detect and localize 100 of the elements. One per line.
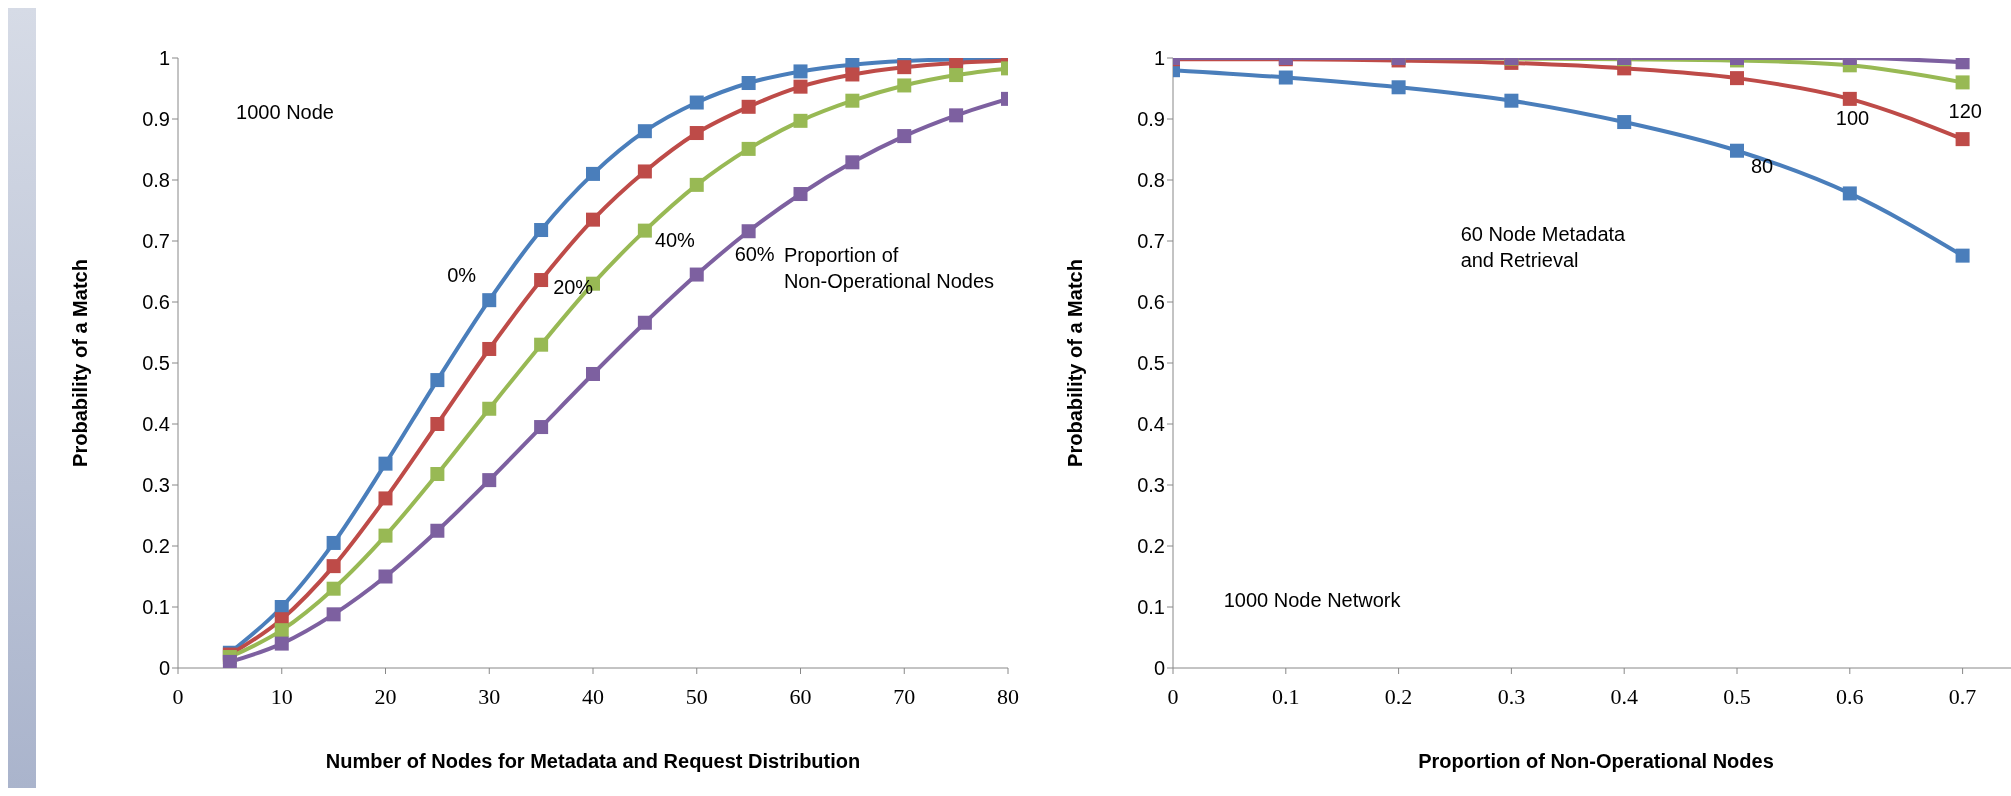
point bbox=[845, 93, 860, 108]
x-tick-label: 0.7 bbox=[1948, 683, 1977, 709]
y-tick-label: 0.2 bbox=[142, 535, 170, 558]
x-tick-label: 40 bbox=[582, 683, 604, 709]
y-tick-label: 0.8 bbox=[1137, 169, 1165, 192]
series-label: 40% bbox=[654, 228, 696, 251]
point bbox=[326, 581, 341, 596]
point bbox=[222, 654, 237, 668]
x-tick-label: 0.3 bbox=[1497, 683, 1526, 709]
y-tick-label: 0.4 bbox=[142, 413, 170, 436]
x-tick-label: 60 bbox=[789, 683, 812, 709]
point bbox=[430, 523, 445, 538]
point bbox=[741, 99, 756, 114]
y-tick-label: 1 bbox=[1153, 47, 1165, 70]
point bbox=[534, 337, 549, 352]
point bbox=[897, 129, 912, 144]
y-tick-label: 0.7 bbox=[142, 230, 170, 253]
annotation: 1000 Node Network bbox=[1223, 589, 1402, 611]
point bbox=[378, 528, 393, 543]
point bbox=[534, 420, 549, 435]
point bbox=[326, 607, 341, 622]
point bbox=[326, 559, 341, 574]
point bbox=[378, 569, 393, 584]
y-tick-label: 0.9 bbox=[1137, 108, 1165, 131]
point bbox=[534, 223, 549, 238]
y-tick-label: 0.7 bbox=[1137, 230, 1165, 253]
x-tick-label: 30 bbox=[478, 683, 501, 709]
point bbox=[793, 113, 808, 128]
point bbox=[793, 64, 808, 79]
y-tick-label: 0.4 bbox=[1137, 413, 1165, 436]
point bbox=[430, 417, 445, 431]
x-tick-label: 20 bbox=[374, 683, 397, 709]
point bbox=[482, 293, 497, 308]
point bbox=[689, 267, 704, 282]
annotation: 1000 Node bbox=[236, 101, 334, 123]
x-tick-label: 80 bbox=[997, 683, 1019, 709]
x-tick-label: 10 bbox=[270, 683, 293, 709]
annotation: 60 Node Metadata and Retrieval bbox=[1460, 223, 1627, 271]
y-tick-label: 0.1 bbox=[1137, 596, 1165, 619]
y-tick-label: 0.9 bbox=[142, 108, 170, 131]
point bbox=[378, 491, 393, 506]
y-tick-label: 0.2 bbox=[1137, 535, 1165, 558]
series-label: 120 bbox=[1948, 100, 1982, 123]
y-tick-label: 0 bbox=[1153, 657, 1165, 680]
x-tick-label: 0.2 bbox=[1384, 683, 1413, 709]
point bbox=[430, 467, 445, 482]
y-axis-title: Probability of a Match bbox=[69, 259, 92, 467]
y-tick-label: 1 bbox=[158, 47, 170, 70]
point bbox=[689, 177, 704, 192]
annotation: Proportion of Non-Operational Nodes bbox=[783, 244, 995, 293]
point bbox=[534, 273, 549, 288]
y-tick-label: 0.3 bbox=[1137, 474, 1165, 497]
point bbox=[378, 456, 393, 471]
point bbox=[637, 124, 652, 139]
point bbox=[482, 341, 497, 356]
point bbox=[586, 166, 600, 181]
x-tick-label: 70 bbox=[893, 683, 916, 709]
y-tick-label: 0.3 bbox=[142, 474, 170, 497]
x-axis-title: Number of Nodes for Metadata and Request Distribution bbox=[325, 750, 861, 772]
point bbox=[274, 623, 289, 638]
point bbox=[897, 78, 912, 93]
y-tick-label: 0.5 bbox=[142, 352, 170, 375]
point bbox=[326, 535, 341, 550]
y-axis-title: Probability of a Match bbox=[1064, 259, 1087, 467]
point bbox=[741, 76, 756, 91]
point bbox=[845, 67, 860, 82]
point bbox=[586, 212, 600, 227]
series-label: 100 bbox=[1835, 106, 1870, 129]
y-tick-label: 0 bbox=[158, 657, 170, 680]
y-tick-label: 0.5 bbox=[1137, 352, 1165, 375]
y-tick-label: 0.8 bbox=[142, 169, 170, 192]
x-tick-label: 0.5 bbox=[1723, 683, 1751, 709]
y-tick-label: 0.6 bbox=[142, 291, 170, 314]
y-tick-label: 0.1 bbox=[142, 596, 170, 619]
point bbox=[845, 155, 860, 170]
series-label: 0% bbox=[447, 264, 477, 287]
point bbox=[637, 315, 652, 330]
y-tick-label: 0.6 bbox=[1137, 291, 1165, 314]
point bbox=[949, 68, 964, 83]
point bbox=[637, 223, 652, 238]
point bbox=[793, 79, 808, 94]
point bbox=[689, 95, 704, 110]
point bbox=[949, 108, 964, 123]
point bbox=[689, 126, 704, 141]
x-tick-label: 50 bbox=[685, 683, 708, 709]
x-tick-label: 0.6 bbox=[1836, 683, 1864, 709]
point bbox=[897, 60, 912, 75]
point bbox=[741, 224, 756, 239]
point bbox=[482, 473, 497, 488]
point bbox=[741, 141, 756, 156]
x-axis-title: Proportion of Non-Operational Nodes bbox=[1418, 750, 1774, 772]
point bbox=[274, 636, 289, 651]
x-tick-label: 0.4 bbox=[1610, 683, 1638, 709]
point bbox=[637, 164, 652, 179]
point bbox=[482, 401, 497, 416]
series-label: 80 bbox=[1751, 154, 1774, 177]
point bbox=[430, 373, 445, 388]
series-label: 60% bbox=[734, 243, 775, 266]
point bbox=[793, 187, 808, 202]
point bbox=[586, 366, 600, 381]
